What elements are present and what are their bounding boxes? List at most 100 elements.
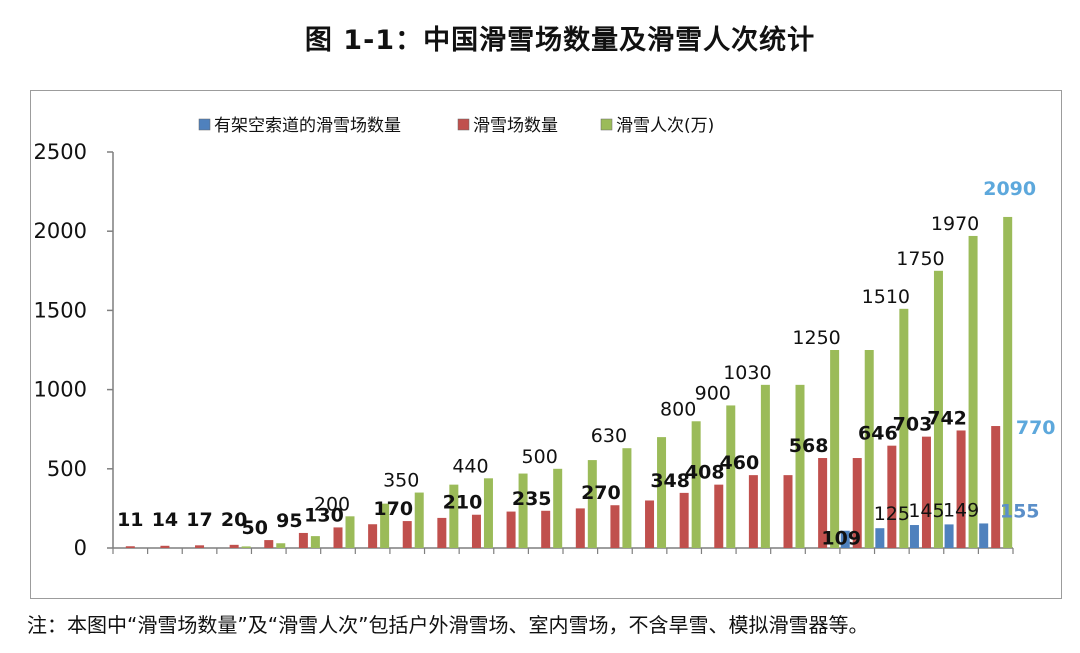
data-label: 1750: [896, 248, 944, 270]
bar: [610, 505, 620, 548]
data-label: 1030: [723, 362, 771, 384]
bar: [748, 475, 758, 548]
data-label: 770: [1016, 417, 1056, 439]
legend-swatch: [600, 118, 613, 131]
chart-title: 图 1-1：中国滑雪场数量及滑雪人次统计: [304, 25, 816, 56]
bar: [691, 421, 701, 548]
bar: [298, 532, 308, 548]
data-label: 270: [581, 482, 621, 504]
y-tick-label: 1000: [34, 378, 87, 402]
chart-svg: 有架空索道的滑雪场数量 滑雪场数量 滑雪人次(万) 0500100015002000…: [34, 116, 1056, 560]
bar: [899, 308, 909, 548]
data-label: 11: [117, 509, 143, 531]
bar: [783, 475, 793, 548]
bar: [979, 523, 989, 548]
chart-note: 注：本图中“滑雪场数量”及“滑雪人次”包括户外滑雪场、室内雪场，不含旱雪、模拟滑…: [27, 613, 869, 637]
data-label: 742: [927, 407, 967, 429]
y-tick-label: 500: [47, 457, 87, 481]
y-tick-label: 0: [74, 536, 87, 560]
bar: [541, 510, 551, 548]
bar: [553, 468, 563, 548]
x-axis: [112, 547, 1014, 554]
data-label: 235: [512, 488, 552, 510]
bar: [264, 540, 274, 548]
bar: [483, 478, 493, 548]
legend-label: 滑雪场数量: [473, 116, 558, 136]
data-label: 210: [443, 492, 483, 514]
data-label: 460: [720, 452, 760, 474]
bar: [679, 492, 689, 548]
data-label: 20: [221, 509, 247, 531]
bar: [909, 525, 919, 548]
bar: [518, 473, 528, 548]
bar: [276, 543, 286, 548]
bar: [125, 546, 135, 548]
bar: [333, 527, 343, 548]
bar: [380, 503, 390, 548]
data-label: 703: [893, 414, 933, 436]
bar: [921, 436, 931, 548]
bar: [310, 536, 320, 548]
bar: [818, 458, 828, 548]
data-label: 348: [650, 470, 690, 492]
data-label: 568: [789, 435, 829, 457]
data-label: 95: [276, 510, 302, 532]
bar: [968, 235, 978, 548]
chart-frame: 有架空索道的滑雪场数量 滑雪场数量 滑雪人次(万) 0 500 1000 1500 2000…: [30, 90, 1062, 599]
bar: [229, 544, 239, 548]
bar: [622, 448, 632, 548]
data-label: 408: [685, 462, 725, 484]
bar: [241, 546, 251, 548]
bar: [991, 426, 1001, 548]
legend-swatch: [198, 118, 211, 131]
data-label: 200: [314, 493, 350, 515]
data-label: 155: [1000, 500, 1040, 522]
data-label: 50: [242, 517, 268, 539]
data-label: 149: [943, 499, 979, 521]
bar: [875, 528, 885, 548]
data-label: 646: [858, 423, 898, 445]
data-label: 440: [452, 455, 488, 477]
y-tick-label: 2500: [34, 140, 87, 164]
bar: [587, 460, 597, 548]
y-axis: 0 500 1000 1500 2000 2500: [34, 140, 114, 560]
bar: [645, 500, 655, 548]
bar: [933, 270, 943, 548]
bar: [887, 445, 897, 548]
data-label: 900: [695, 382, 731, 404]
bar: [852, 458, 862, 548]
legend-label: 有架空索道的滑雪场数量: [214, 116, 401, 136]
bar: [840, 530, 850, 548]
bars: [125, 216, 1013, 548]
bar: [864, 350, 874, 548]
y-tick-label: 1500: [34, 298, 87, 322]
bar: [944, 524, 954, 548]
data-label: 125: [874, 503, 910, 525]
data-label: 350: [383, 470, 419, 492]
data-label: 2090: [983, 178, 1036, 200]
bar: [368, 524, 378, 548]
bar: [575, 508, 585, 548]
data-label: 17: [186, 509, 212, 531]
bar: [795, 384, 805, 548]
bar: [437, 517, 447, 548]
bar: [830, 350, 840, 548]
bar: [345, 516, 355, 548]
y-tick-label: 2000: [34, 219, 87, 243]
bar: [471, 514, 481, 548]
data-label: 1250: [792, 327, 840, 349]
data-label: 630: [591, 425, 627, 447]
data-label: 500: [522, 446, 558, 468]
bar: [760, 384, 770, 548]
data-label: 14: [152, 509, 178, 531]
data-label: 800: [660, 398, 696, 420]
bar: [160, 545, 170, 548]
bar: [956, 430, 966, 548]
data-label: 145: [908, 500, 944, 522]
data-label: 1970: [931, 213, 979, 235]
data-label: 170: [373, 498, 413, 520]
bar: [714, 484, 724, 548]
data-label: 130: [304, 504, 344, 526]
bar: [657, 437, 667, 548]
data-label: 109: [821, 528, 861, 550]
